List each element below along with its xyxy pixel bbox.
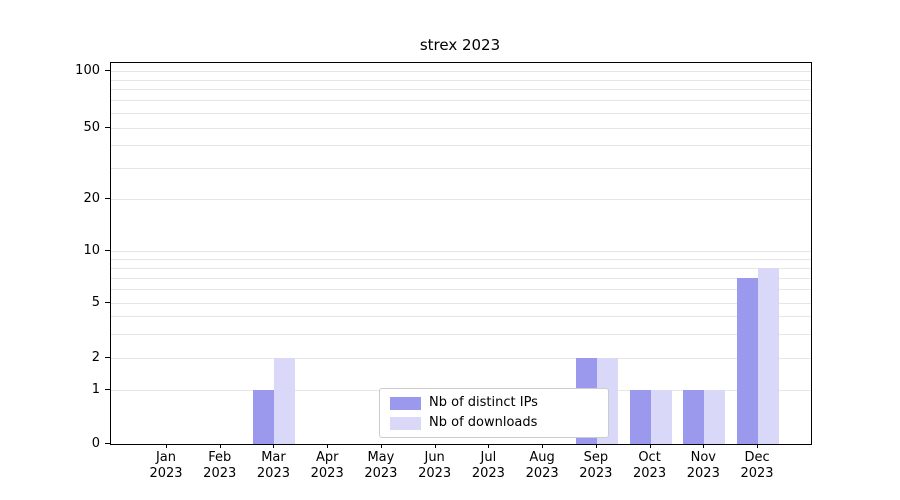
x-tick-month: Sep xyxy=(583,450,609,465)
x-tick-year: 2023 xyxy=(418,466,452,481)
legend-swatch-distinct-ips xyxy=(390,396,421,410)
y-tick-label: 10 xyxy=(83,243,100,258)
gridline xyxy=(111,89,811,91)
gridline xyxy=(111,100,811,102)
chart-title: strex 2023 xyxy=(419,36,501,54)
x-tick-year: 2023 xyxy=(471,466,505,481)
x-tick-label: May 2023 xyxy=(346,450,416,482)
legend: Nb of distinct IPs Nb of downloads xyxy=(379,388,609,438)
x-tick-month: Dec xyxy=(744,450,770,465)
x-tick-month: Mar xyxy=(261,450,286,465)
x-tick-year: 2023 xyxy=(256,466,290,481)
y-tick-label: 1 xyxy=(91,382,100,397)
legend-item: Nb of distinct IPs xyxy=(390,396,598,410)
gridline xyxy=(111,303,811,304)
y-tick-mark xyxy=(105,70,110,71)
y-tick-label: 100 xyxy=(75,63,100,78)
gridline xyxy=(111,79,811,81)
gridline xyxy=(111,113,811,114)
x-tick-mark xyxy=(273,444,275,448)
gridline xyxy=(111,251,811,252)
y-tick-mark xyxy=(105,198,110,199)
gridline xyxy=(111,167,811,169)
x-tick-year: 2023 xyxy=(310,466,344,481)
x-tick-label: Oct 2023 xyxy=(615,450,685,482)
x-tick-label: Jul 2023 xyxy=(453,450,523,482)
x-tick-month: Oct xyxy=(638,450,661,465)
gridline xyxy=(111,277,811,279)
x-tick-label: Aug 2023 xyxy=(507,450,577,482)
x-tick-mark xyxy=(595,444,597,448)
x-tick-label: Dec 2023 xyxy=(722,450,792,482)
x-tick-mark xyxy=(434,444,436,448)
x-tick-label: Feb 2023 xyxy=(185,450,255,482)
x-tick-year: 2023 xyxy=(579,466,613,481)
gridline xyxy=(111,316,811,318)
x-tick-mark xyxy=(542,444,544,448)
x-tick-month: Feb xyxy=(208,450,232,465)
x-tick-month: Apr xyxy=(315,450,339,465)
legend-label: Nb of downloads xyxy=(429,415,538,430)
y-tick-mark xyxy=(105,443,110,444)
x-tick-mark xyxy=(219,444,221,448)
bar-downloads xyxy=(274,358,296,444)
x-tick-month: Jun xyxy=(424,450,445,465)
y-tick-mark xyxy=(105,302,110,303)
x-tick-year: 2023 xyxy=(686,466,720,481)
x-tick-mark xyxy=(166,444,167,448)
gridline xyxy=(111,289,811,291)
y-tick-label: 20 xyxy=(83,191,100,206)
bar-distinct-ips xyxy=(683,390,705,444)
y-tick-label: 0 xyxy=(91,436,100,451)
gridline xyxy=(111,71,811,72)
x-tick-year: 2023 xyxy=(203,466,237,481)
legend-swatch-downloads xyxy=(390,416,421,430)
gridline xyxy=(111,258,811,260)
gridline xyxy=(111,333,811,335)
x-tick-label: Nov 2023 xyxy=(668,450,738,482)
x-tick-mark xyxy=(757,444,759,448)
legend-label: Nb of distinct IPs xyxy=(429,395,538,410)
x-tick-year: 2023 xyxy=(633,466,667,481)
y-tick-mark xyxy=(105,127,110,128)
bar-distinct-ips xyxy=(253,390,275,444)
gridline xyxy=(111,267,811,269)
x-tick-label: Apr 2023 xyxy=(292,450,362,482)
x-tick-mark xyxy=(488,444,490,448)
x-tick-label: Mar 2023 xyxy=(238,450,308,482)
bar-distinct-ips xyxy=(737,277,759,444)
y-tick-mark xyxy=(105,357,110,358)
bar-distinct-ips xyxy=(629,390,651,444)
gridline xyxy=(111,358,811,359)
x-tick-label: Jan 2023 xyxy=(131,450,201,482)
x-tick-month: Aug xyxy=(529,450,555,465)
legend-item: Nb of downloads xyxy=(390,416,598,430)
x-tick-year: 2023 xyxy=(525,466,559,481)
y-tick-label: 50 xyxy=(83,120,100,135)
bar-downloads xyxy=(758,267,780,444)
x-tick-month: May xyxy=(367,450,395,465)
x-tick-label: Sep 2023 xyxy=(561,450,631,482)
x-tick-month: Nov xyxy=(690,450,716,465)
x-tick-mark xyxy=(703,444,705,448)
x-tick-label: Jun 2023 xyxy=(400,450,470,482)
x-tick-mark xyxy=(327,444,329,448)
y-tick-label: 2 xyxy=(91,350,100,365)
x-tick-year: 2023 xyxy=(149,466,183,481)
bar-downloads xyxy=(704,390,726,444)
y-tick-mark xyxy=(105,250,110,251)
x-tick-year: 2023 xyxy=(740,466,774,481)
y-tick-mark xyxy=(105,389,110,390)
bar-downloads xyxy=(650,390,672,444)
gridline xyxy=(111,145,811,147)
x-tick-year: 2023 xyxy=(364,466,398,481)
x-tick-mark xyxy=(380,444,382,448)
x-tick-mark xyxy=(649,444,651,448)
y-tick-label: 5 xyxy=(91,295,100,310)
gridline xyxy=(111,199,811,200)
x-tick-month: Jan xyxy=(155,450,177,465)
gridline xyxy=(111,128,811,129)
x-tick-month: Jul xyxy=(480,450,497,465)
